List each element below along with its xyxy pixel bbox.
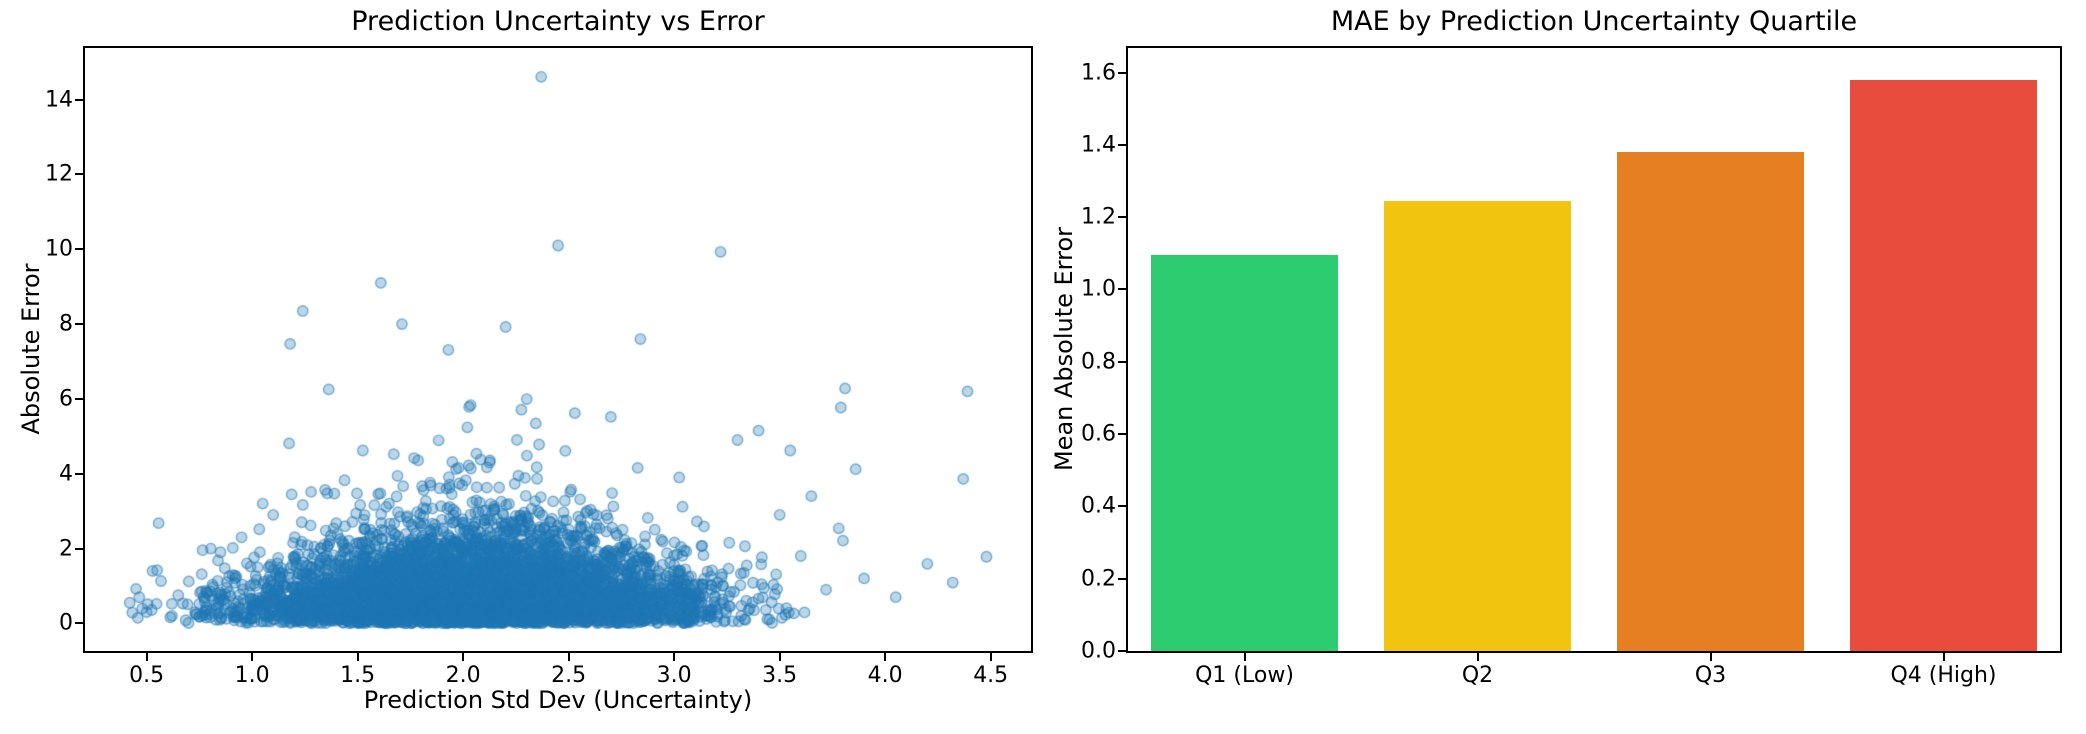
scatter-y-tick-label: 4 — [59, 461, 73, 487]
bar-x-tick-label: Q3 — [1694, 663, 1727, 688]
bar-y-tick-label: 0.2 — [1081, 566, 1116, 592]
scatter-x-tick-mark — [251, 653, 254, 661]
bar-y-tick-label: 1.0 — [1081, 276, 1116, 302]
scatter-x-tick-mark — [462, 653, 465, 661]
scatter-y-tick-mark — [75, 547, 83, 550]
scatter-x-tick-label: 2.0 — [445, 663, 481, 688]
scatter-x-tick-label: 3.0 — [656, 663, 692, 688]
bar-y-tick-mark — [1118, 360, 1126, 363]
bar-1 — [1151, 255, 1338, 651]
scatter-x-tick-label: 4.0 — [867, 663, 903, 688]
bar-y-tick-label: 1.6 — [1081, 60, 1116, 86]
bar-y-tick-label: 0.0 — [1081, 638, 1116, 664]
bar-x-tick-label: Q1 (Low) — [1195, 663, 1294, 688]
scatter-y-tick-mark — [75, 173, 83, 176]
scatter-y-tick-label: 14 — [45, 87, 73, 113]
scatter-x-tick-mark — [989, 653, 992, 661]
bar-x-tick-mark — [1709, 653, 1712, 661]
bar-y-tick-mark — [1118, 216, 1126, 219]
scatter-xaxis-label: Prediction Std Dev (Uncertainty) — [363, 686, 753, 714]
scatter-y-tick-mark — [75, 98, 83, 101]
scatter-y-tick-label: 10 — [45, 236, 73, 262]
scatter-x-tick-mark — [778, 653, 781, 661]
scatter-y-tick-mark — [75, 397, 83, 400]
scatter-y-tick-mark — [75, 622, 83, 625]
bar-y-tick-mark — [1118, 577, 1126, 580]
scatter-x-tick-label: 4.5 — [973, 663, 1009, 688]
scatter-y-tick-label: 6 — [59, 386, 73, 412]
scatter-x-tick-mark — [673, 653, 676, 661]
scatter-x-tick-label: 1.0 — [234, 663, 270, 688]
scatter-x-tick-label: 0.5 — [129, 663, 165, 688]
bar-3 — [1617, 152, 1804, 651]
scatter-y-tick-mark — [75, 472, 83, 475]
scatter-x-tick-label: 2.5 — [551, 663, 587, 688]
bar-x-tick-mark — [1942, 653, 1945, 661]
bar-x-tick-mark — [1243, 653, 1246, 661]
bar-4 — [1850, 79, 2037, 651]
bar-y-tick-mark — [1118, 143, 1126, 146]
bar-title: MAE by Prediction Uncertainty Quartile — [1330, 6, 1858, 37]
bar-y-tick-label: 0.8 — [1081, 349, 1116, 375]
bar-x-tick-mark — [1476, 653, 1479, 661]
bar-plot-area — [1126, 46, 2062, 653]
scatter-x-tick-mark — [356, 653, 359, 661]
scatter-y-tick-label: 0 — [59, 610, 73, 636]
scatter-x-tick-mark — [567, 653, 570, 661]
bar-y-tick-label: 0.4 — [1081, 493, 1116, 519]
bar-x-tick-label: Q2 — [1461, 663, 1494, 688]
scatter-x-tick-label: 3.5 — [762, 663, 798, 688]
bar-x-tick-label: Q4 (High) — [1890, 663, 1997, 688]
scatter-x-tick-mark — [884, 653, 887, 661]
bar-y-tick-mark — [1118, 650, 1126, 652]
bar-y-tick-mark — [1118, 288, 1126, 291]
scatter-canvas — [85, 48, 1031, 651]
bar-y-tick-label: 1.4 — [1081, 132, 1116, 158]
scatter-x-tick-mark — [145, 653, 148, 661]
scatter-y-tick-label: 8 — [59, 311, 73, 337]
bar-2 — [1384, 200, 1571, 651]
scatter-y-tick-label: 12 — [45, 161, 73, 187]
bar-y-tick-label: 0.6 — [1081, 421, 1116, 447]
bar-y-tick-mark — [1118, 71, 1126, 74]
scatter-plot-area — [83, 46, 1033, 653]
scatter-y-tick-mark — [75, 323, 83, 326]
bar-y-tick-mark — [1118, 505, 1126, 508]
scatter-x-tick-label: 1.5 — [340, 663, 376, 688]
scatter-y-tick-label: 2 — [59, 536, 73, 561]
scatter-title: Prediction Uncertainty vs Error — [351, 6, 765, 37]
scatter-y-tick-mark — [75, 248, 83, 251]
bar-y-tick-mark — [1118, 433, 1126, 436]
bar-y-tick-label: 1.2 — [1081, 204, 1116, 230]
